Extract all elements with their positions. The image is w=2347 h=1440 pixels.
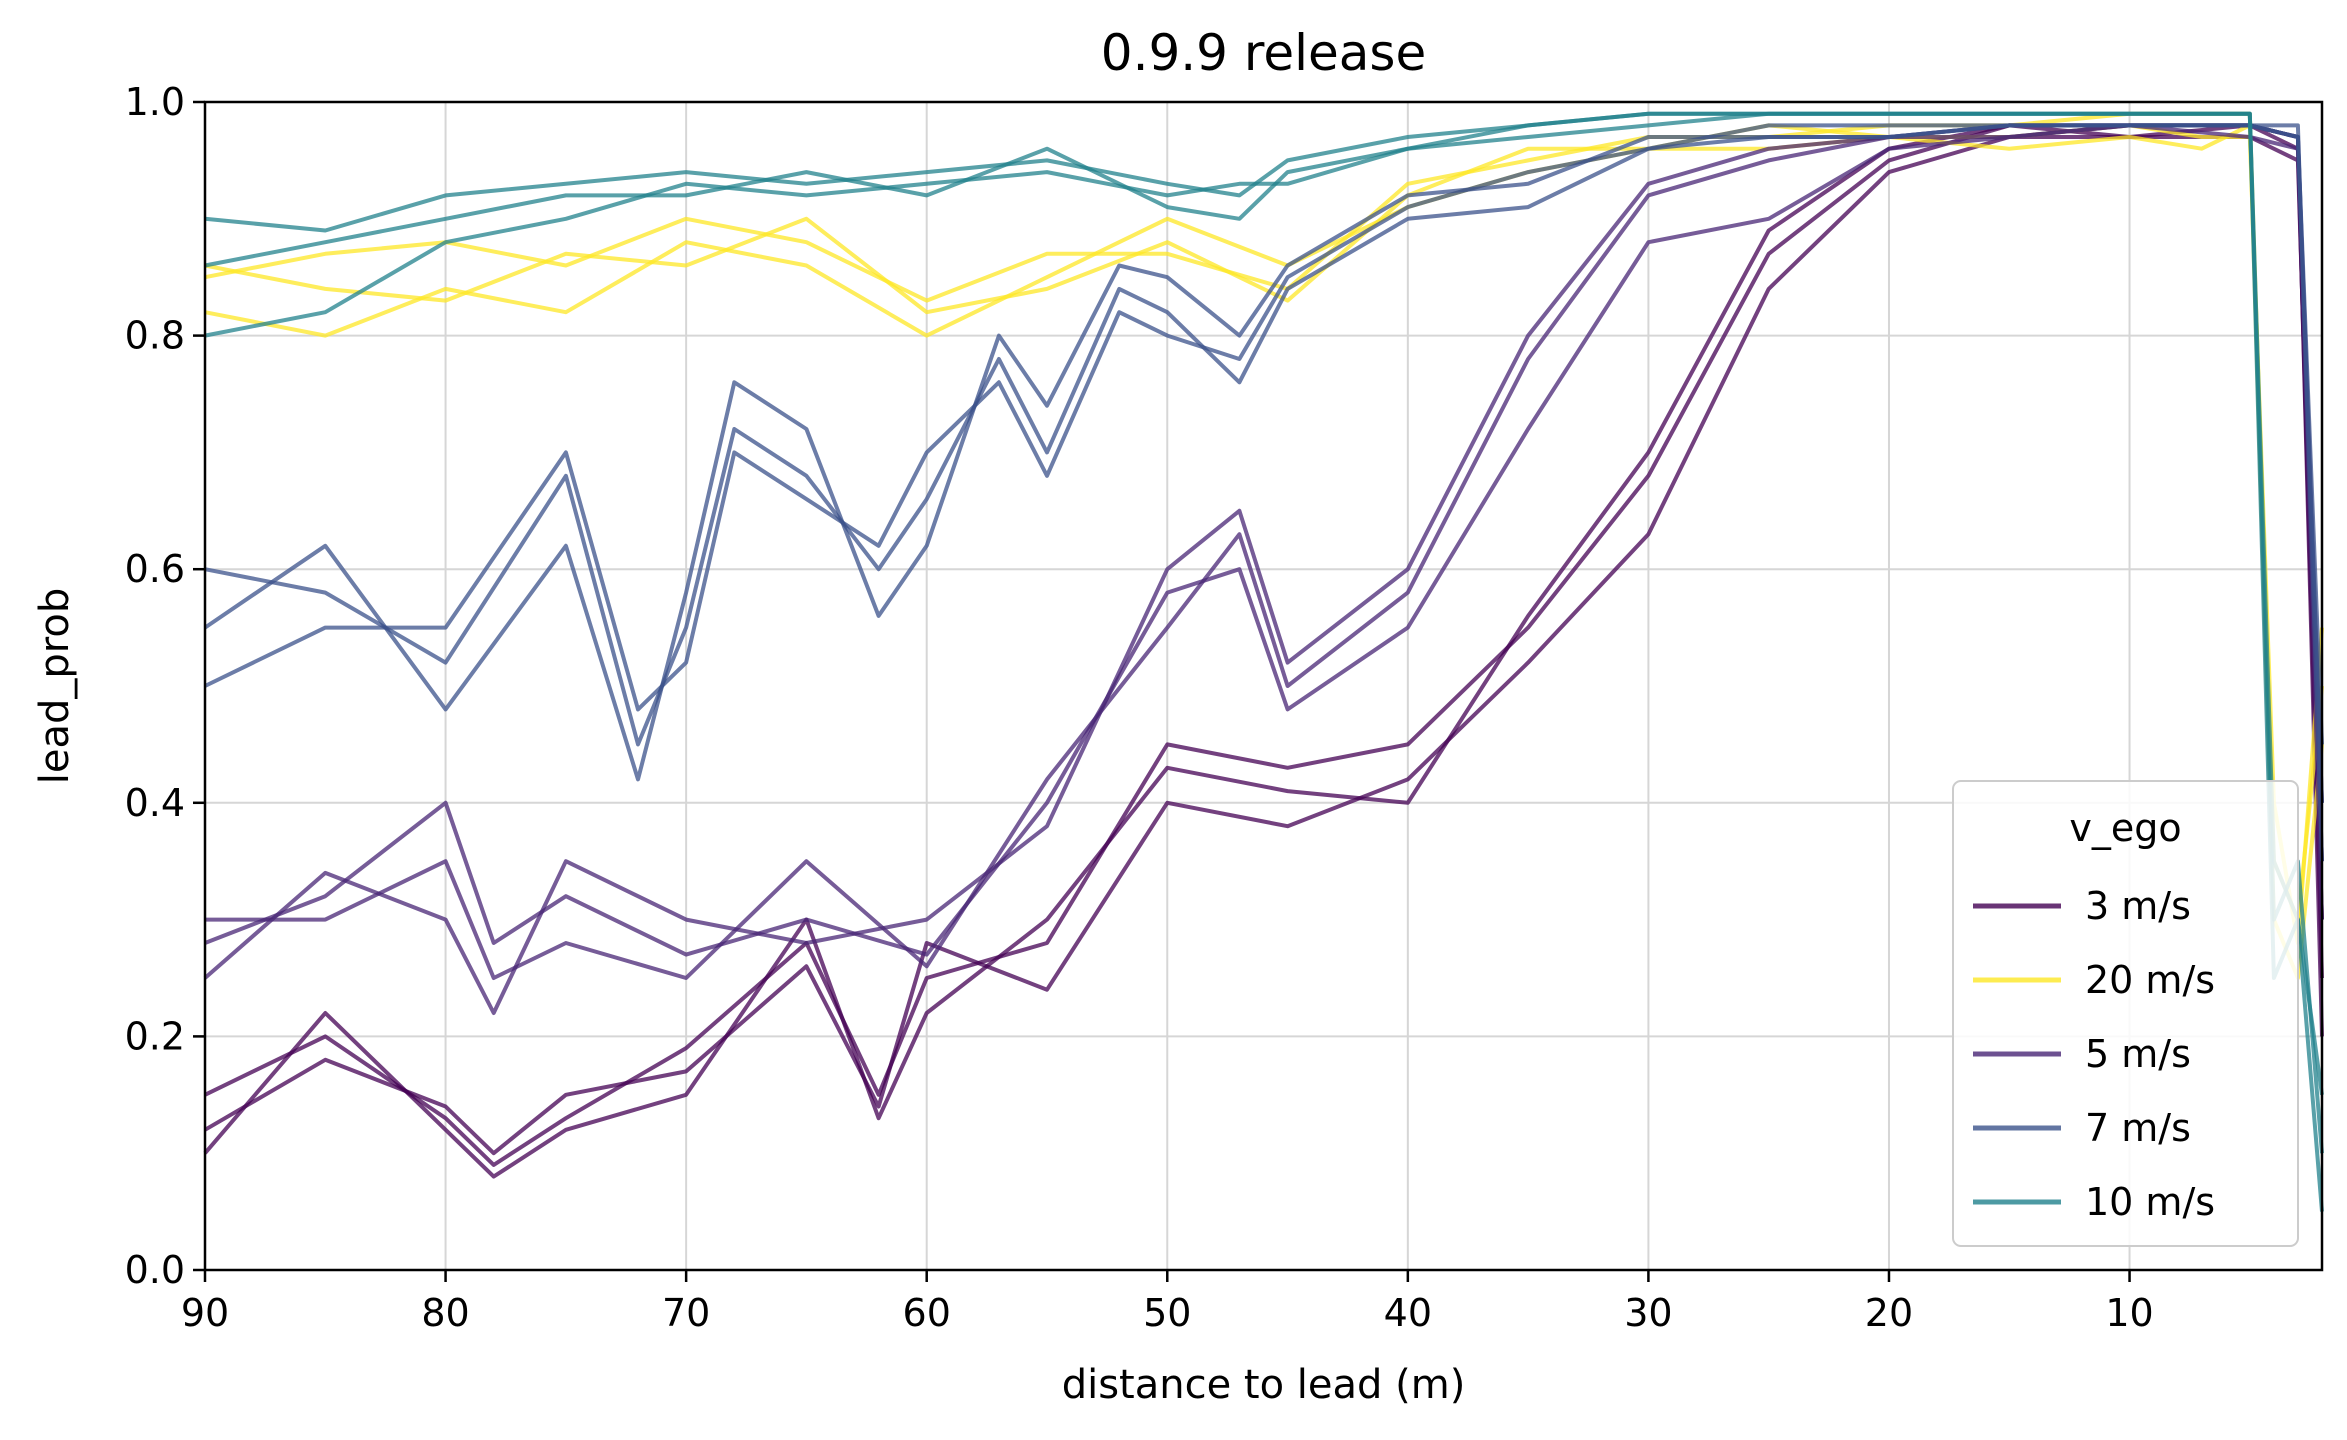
x-tick-label: 70 bbox=[662, 1291, 710, 1335]
y-axis-label: lead_prob bbox=[32, 588, 78, 784]
legend-box bbox=[1952, 780, 2299, 1247]
x-tick-label: 80 bbox=[421, 1291, 469, 1335]
legend-label: 20 m/s bbox=[2085, 958, 2215, 1002]
chart-title: 0.9.9 release bbox=[1101, 24, 1426, 82]
y-tick-label: 0.6 bbox=[125, 547, 185, 591]
x-tick-label: 90 bbox=[181, 1291, 229, 1335]
x-tick-label: 40 bbox=[1384, 1291, 1432, 1335]
legend-label: 3 m/s bbox=[2085, 884, 2191, 928]
legend-label: 5 m/s bbox=[2085, 1032, 2191, 1076]
legend-label: 7 m/s bbox=[2085, 1106, 2191, 1150]
x-tick-label: 50 bbox=[1143, 1291, 1191, 1335]
x-tick-label: 30 bbox=[1624, 1291, 1672, 1335]
x-tick-label: 60 bbox=[903, 1291, 951, 1335]
legend: v_ego 3 m/s 20 m/s 5 m/s 7 m/s 10 m/s bbox=[1952, 780, 2299, 1247]
series-line-3ms bbox=[203, 135, 2324, 1156]
series-line-10ms bbox=[204, 111, 2324, 1096]
legend-label: 10 m/s bbox=[2085, 1180, 2215, 1224]
y-tick-label: 1.0 bbox=[125, 80, 185, 124]
plot-frame bbox=[203, 100, 2324, 1272]
x-tick-label: 10 bbox=[2105, 1291, 2153, 1335]
series-line-7ms bbox=[204, 123, 2324, 862]
y-tick-label: 0.2 bbox=[125, 1014, 185, 1058]
y-tick-label: 0.4 bbox=[125, 781, 185, 825]
series-line-20ms bbox=[204, 123, 2324, 945]
y-tick-label: 0.0 bbox=[125, 1248, 185, 1292]
y-tick-label: 0.8 bbox=[125, 314, 185, 358]
x-tick-label: 20 bbox=[1865, 1291, 1913, 1335]
series-line-5ms bbox=[205, 123, 2324, 980]
x-axis-label: distance to lead (m) bbox=[1062, 1362, 1466, 1408]
legend-title: v_ego bbox=[2069, 806, 2181, 850]
